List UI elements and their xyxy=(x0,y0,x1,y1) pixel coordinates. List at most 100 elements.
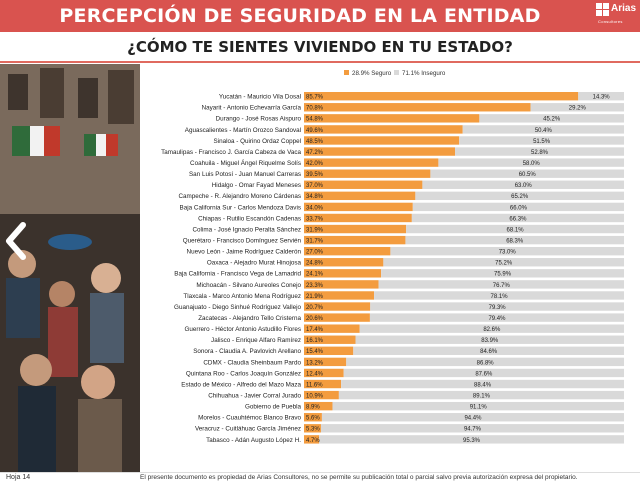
category-label: Nayarit - Antonio Echevarría García xyxy=(202,105,302,112)
bar-seguro xyxy=(304,103,531,112)
bar-inseguro xyxy=(390,246,624,256)
data-label-inseguro: 91.1% xyxy=(470,405,488,411)
bar-inseguro xyxy=(479,114,624,123)
bar-seguro xyxy=(304,114,480,123)
category-label: Sinaloa - Quirino Ordaz Coppel xyxy=(213,138,301,145)
bar-inseguro xyxy=(412,202,624,212)
legend-swatch-1 xyxy=(394,70,399,75)
data-label-seguro: 11.6% xyxy=(306,382,323,388)
bar-inseguro xyxy=(378,280,624,289)
previous-slide-arrow-icon[interactable] xyxy=(3,222,29,260)
bar-seguro xyxy=(304,92,579,101)
data-label-inseguro: 66.3% xyxy=(509,216,527,222)
bar-inseguro xyxy=(319,435,624,444)
data-label-inseguro: 29.2% xyxy=(569,106,587,112)
legend-label-0: 28.9% Seguro xyxy=(352,70,392,77)
data-label-inseguro: 83.9% xyxy=(481,338,499,344)
bar-seguro xyxy=(304,313,370,322)
category-label: San Luis Potosí - Juan Manuel Carreras xyxy=(189,171,301,178)
category-label: Guerrero - Héctor Antonio Astudillo Flor… xyxy=(184,326,301,333)
bar-seguro xyxy=(304,224,407,234)
bar-inseguro xyxy=(370,302,624,311)
category-label: Sonora - Claudia A. Pavlovich Arellano xyxy=(193,348,301,355)
bar-inseguro xyxy=(405,235,624,245)
category-label: Estado de México - Alfredo del Mazo Maza xyxy=(181,381,301,388)
category-label: Quintana Roo - Carlos Joaquín González xyxy=(186,370,301,377)
data-label-inseguro: 65.2% xyxy=(511,194,529,200)
bar-inseguro xyxy=(321,413,624,422)
bar-seguro xyxy=(304,169,431,178)
data-label-inseguro: 79.3% xyxy=(489,305,507,311)
data-label-inseguro: 68.1% xyxy=(507,227,525,233)
category-label: Campeche - R. Alejandro Moreno Cárdenas xyxy=(178,193,301,200)
bar-inseguro xyxy=(381,269,624,278)
data-label-seguro: 34.0% xyxy=(306,205,324,211)
bar-inseguro xyxy=(530,103,624,112)
bar-inseguro xyxy=(411,213,624,223)
data-label-seguro: 31.7% xyxy=(306,239,324,245)
legend-swatch-0 xyxy=(344,70,349,75)
bar-seguro xyxy=(304,335,356,344)
category-label: Oaxaca - Alejadro Murat Hinojosa xyxy=(207,260,302,267)
data-label-inseguro: 75.2% xyxy=(495,261,513,267)
bar-seguro xyxy=(304,246,391,256)
bar-inseguro xyxy=(355,335,624,344)
category-label: Jalisco - Enrique Alfaro Ramírez xyxy=(211,337,301,344)
bar-inseguro xyxy=(332,401,624,411)
bar-chart: 28.9% Seguro 71.1% Inseguro Yucatán - Maur… xyxy=(140,64,640,472)
bar-inseguro xyxy=(438,158,624,167)
bar-seguro xyxy=(304,191,416,201)
data-label-seguro: 49.6% xyxy=(306,128,324,134)
logo-subtitle: Consultores xyxy=(598,19,623,24)
bar-seguro xyxy=(304,346,354,356)
bar-seguro xyxy=(304,357,347,367)
category-label: Morelos - Cuauhtémoc Blanco Bravo xyxy=(198,415,301,422)
legend-label-1: 71.1% Inseguro xyxy=(402,70,446,77)
category-label: Querétaro - Francisco Domínguez Servién xyxy=(183,238,302,245)
data-label-seguro: 48.5% xyxy=(306,139,324,145)
bar-seguro xyxy=(304,291,375,300)
data-label-inseguro: 84.6% xyxy=(480,349,498,355)
bar-seguro xyxy=(304,180,423,189)
data-label-inseguro: 68.3% xyxy=(506,239,524,245)
category-label: Guanajuato - Diego Sinhué Rodríguez Vall… xyxy=(174,304,301,311)
category-label: Chiapas - Rutilio Escandón Cadenas xyxy=(198,215,301,222)
data-label-inseguro: 89.1% xyxy=(473,393,491,399)
category-label: Zacatecas - Alejandro Tello Cristerna xyxy=(198,315,301,322)
data-label-inseguro: 95.3% xyxy=(463,438,481,444)
data-label-inseguro: 73.0% xyxy=(499,250,517,256)
bar-seguro xyxy=(304,125,463,134)
data-label-seguro: 24.8% xyxy=(306,261,324,267)
data-label-inseguro: 45.2% xyxy=(543,117,561,123)
data-label-seguro: 70.8% xyxy=(306,106,324,112)
data-label-seguro: 5.6% xyxy=(306,416,320,422)
category-label: Baja California - Francisco Vega de Lama… xyxy=(174,271,301,278)
bar-inseguro xyxy=(383,258,624,267)
stacked-bar-chart-svg: 28.9% Seguro 71.1% Inseguro Yucatán - Maur… xyxy=(161,70,624,444)
data-label-inseguro: 82.6% xyxy=(483,327,501,333)
data-label-seguro: 5.3% xyxy=(306,427,320,433)
bar-seguro xyxy=(304,147,456,156)
category-label: Chihuahua - Javier Corral Jurado xyxy=(208,392,301,399)
data-label-seguro: 16.1% xyxy=(306,338,324,344)
data-label-seguro: 4.7% xyxy=(306,438,320,444)
data-label-seguro: 24.1% xyxy=(306,272,324,278)
logo-mark-icon xyxy=(596,3,610,17)
bar-inseguro xyxy=(415,191,624,201)
page-title: PERCEPCIÓN DE SEGURIDAD EN LA ENTIDAD xyxy=(59,5,541,27)
data-label-inseguro: 78.1% xyxy=(491,294,509,300)
bar-seguro xyxy=(304,202,413,212)
bar-seguro xyxy=(304,158,439,167)
header-bar: PERCEPCIÓN DE SEGURIDAD EN LA ENTIDAD Ar… xyxy=(0,0,640,32)
category-label: Coahuila - Miguel Ángel Riquelme Solís xyxy=(190,158,301,167)
category-label: Veracruz - Cuitláhuac García Jiménez xyxy=(195,426,301,433)
bar-seguro xyxy=(304,213,412,223)
bar-inseguro xyxy=(406,224,624,234)
bar-inseguro xyxy=(341,379,624,389)
data-label-seguro: 33.7% xyxy=(306,216,324,222)
data-label-inseguro: 75.9% xyxy=(494,272,512,278)
data-label-seguro: 42.0% xyxy=(306,161,324,167)
company-logo: Arias Consultores xyxy=(596,2,636,30)
bar-seguro xyxy=(304,136,460,145)
category-label: Yucatán - Mauricio Vila Dosal xyxy=(219,94,301,101)
